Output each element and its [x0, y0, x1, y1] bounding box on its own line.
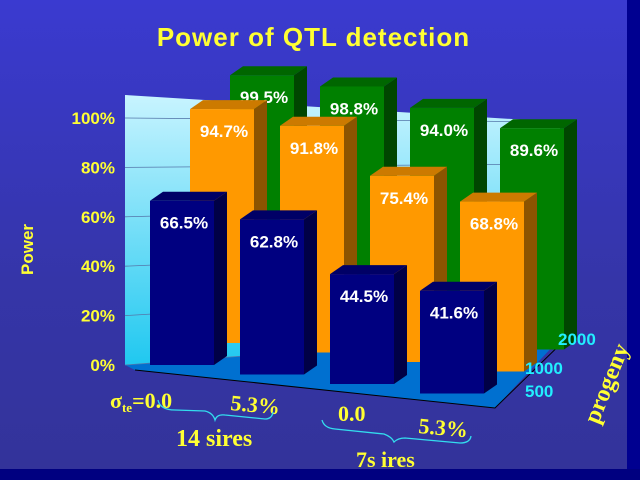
bar-top — [420, 281, 497, 291]
y-tick-label: 80% — [81, 158, 115, 177]
bar-top — [230, 66, 307, 76]
bars: 99.5%98.8%94.0%89.6%94.7%91.8%75.4%68.8%… — [150, 66, 577, 394]
data-label: 68.8% — [470, 215, 518, 234]
x-axis-line — [134, 329, 576, 409]
bar-top — [460, 192, 537, 202]
bar-top — [410, 98, 487, 108]
bar-top — [190, 100, 267, 110]
bar-front — [240, 219, 304, 375]
bar-side — [564, 119, 577, 350]
data-label: 75.4% — [380, 189, 428, 208]
group-label-2: 7s ires — [356, 447, 415, 472]
brace-group-1 — [157, 399, 274, 423]
bar-side — [484, 281, 497, 394]
y-axis-ticks: 0% 20% 40% 60% 80% 100% — [72, 109, 115, 375]
bar-side — [304, 210, 317, 375]
category-label-1: σte=0.0 — [110, 388, 172, 415]
depth-axis-label: progeny — [579, 340, 634, 427]
data-label: 91.8% — [290, 139, 338, 158]
bar-side — [524, 192, 537, 372]
depth-axis-labels: 500 1000 2000 — [525, 330, 596, 401]
y-tick-label: 60% — [81, 208, 115, 227]
bar: 44.5% — [330, 265, 407, 384]
group-label-1: 14 sires — [176, 426, 252, 452]
bar-top — [370, 166, 447, 176]
data-label: 94.0% — [420, 121, 468, 140]
category-label-4: 5.3% — [418, 413, 469, 442]
bar-front — [150, 200, 214, 365]
bar: 41.6% — [420, 281, 497, 394]
chart-title: Power of QTL detection — [156, 22, 471, 52]
data-label: 98.8% — [330, 99, 378, 118]
data-label: 89.6% — [510, 141, 558, 160]
depth-tick-label: 1000 — [525, 359, 563, 378]
depth-tick-label: 2000 — [558, 330, 596, 349]
depth-tick-label: 500 — [525, 382, 553, 401]
bar-top — [330, 265, 407, 275]
bar-top — [150, 191, 227, 201]
bar: 62.8% — [240, 210, 317, 375]
bar-top — [240, 210, 317, 220]
bar-side — [394, 265, 407, 384]
y-tick-label: 0% — [90, 356, 115, 375]
y-tick-label: 40% — [81, 257, 115, 276]
bar-front — [330, 274, 394, 384]
data-label: 62.8% — [250, 232, 298, 251]
brace-group-2 — [321, 419, 472, 444]
y-axis-label: Power — [18, 224, 37, 275]
bar-side — [214, 191, 227, 365]
bar-top — [280, 116, 357, 126]
slide-edge — [627, 0, 640, 480]
data-label: 66.5% — [160, 214, 208, 233]
data-label: 44.5% — [340, 287, 388, 306]
data-label: 41.6% — [430, 304, 478, 323]
y-tick-label: 20% — [81, 307, 115, 326]
category-label-2: 5.3% — [230, 390, 281, 419]
y-tick-label: 100% — [72, 109, 115, 128]
bar-top — [500, 119, 577, 129]
bar-front — [420, 290, 484, 394]
category-label-3: 0.0 — [338, 401, 366, 426]
bar-top — [320, 77, 397, 87]
data-label: 94.7% — [200, 122, 248, 141]
slide-bottom-edge — [0, 469, 640, 480]
bar: 66.5% — [150, 191, 227, 365]
